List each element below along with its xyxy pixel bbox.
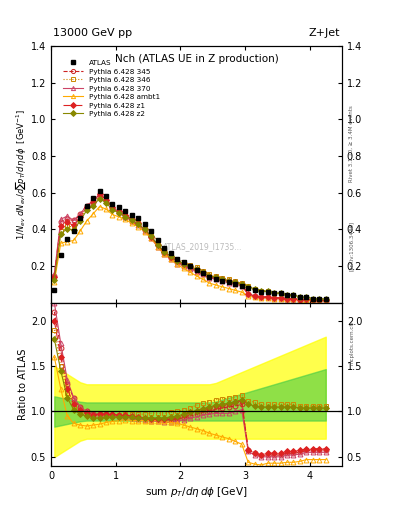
Legend: ATLAS, Pythia 6.428 345, Pythia 6.428 346, Pythia 6.428 370, Pythia 6.428 ambt1,: ATLAS, Pythia 6.428 345, Pythia 6.428 34…	[61, 57, 162, 119]
Text: [arXiv:1306.3436]: [arXiv:1306.3436]	[349, 221, 354, 271]
Text: Rivet 3.1.10, ≥ 3.4M events: Rivet 3.1.10, ≥ 3.4M events	[349, 105, 354, 182]
Y-axis label: Ratio to ATLAS: Ratio to ATLAS	[18, 349, 28, 420]
X-axis label: sum $p_T/d\eta\, d\phi$ [GeV]: sum $p_T/d\eta\, d\phi$ [GeV]	[145, 485, 248, 499]
Text: ATLAS_2019_I1735...: ATLAS_2019_I1735...	[163, 242, 242, 251]
Text: 13000 GeV pp: 13000 GeV pp	[53, 28, 132, 38]
Text: mcplots.cern.ch: mcplots.cern.ch	[349, 321, 354, 365]
Text: Nch (ATLAS UE in Z production): Nch (ATLAS UE in Z production)	[115, 54, 278, 64]
Y-axis label: $1/N_{ev}\ dN_{ev}/d\!\sum\! p_T/d\eta\,d\phi$  [GeV$^{-1}$]: $1/N_{ev}\ dN_{ev}/d\!\sum\! p_T/d\eta\,…	[14, 109, 28, 240]
Text: Z+Jet: Z+Jet	[309, 28, 340, 38]
